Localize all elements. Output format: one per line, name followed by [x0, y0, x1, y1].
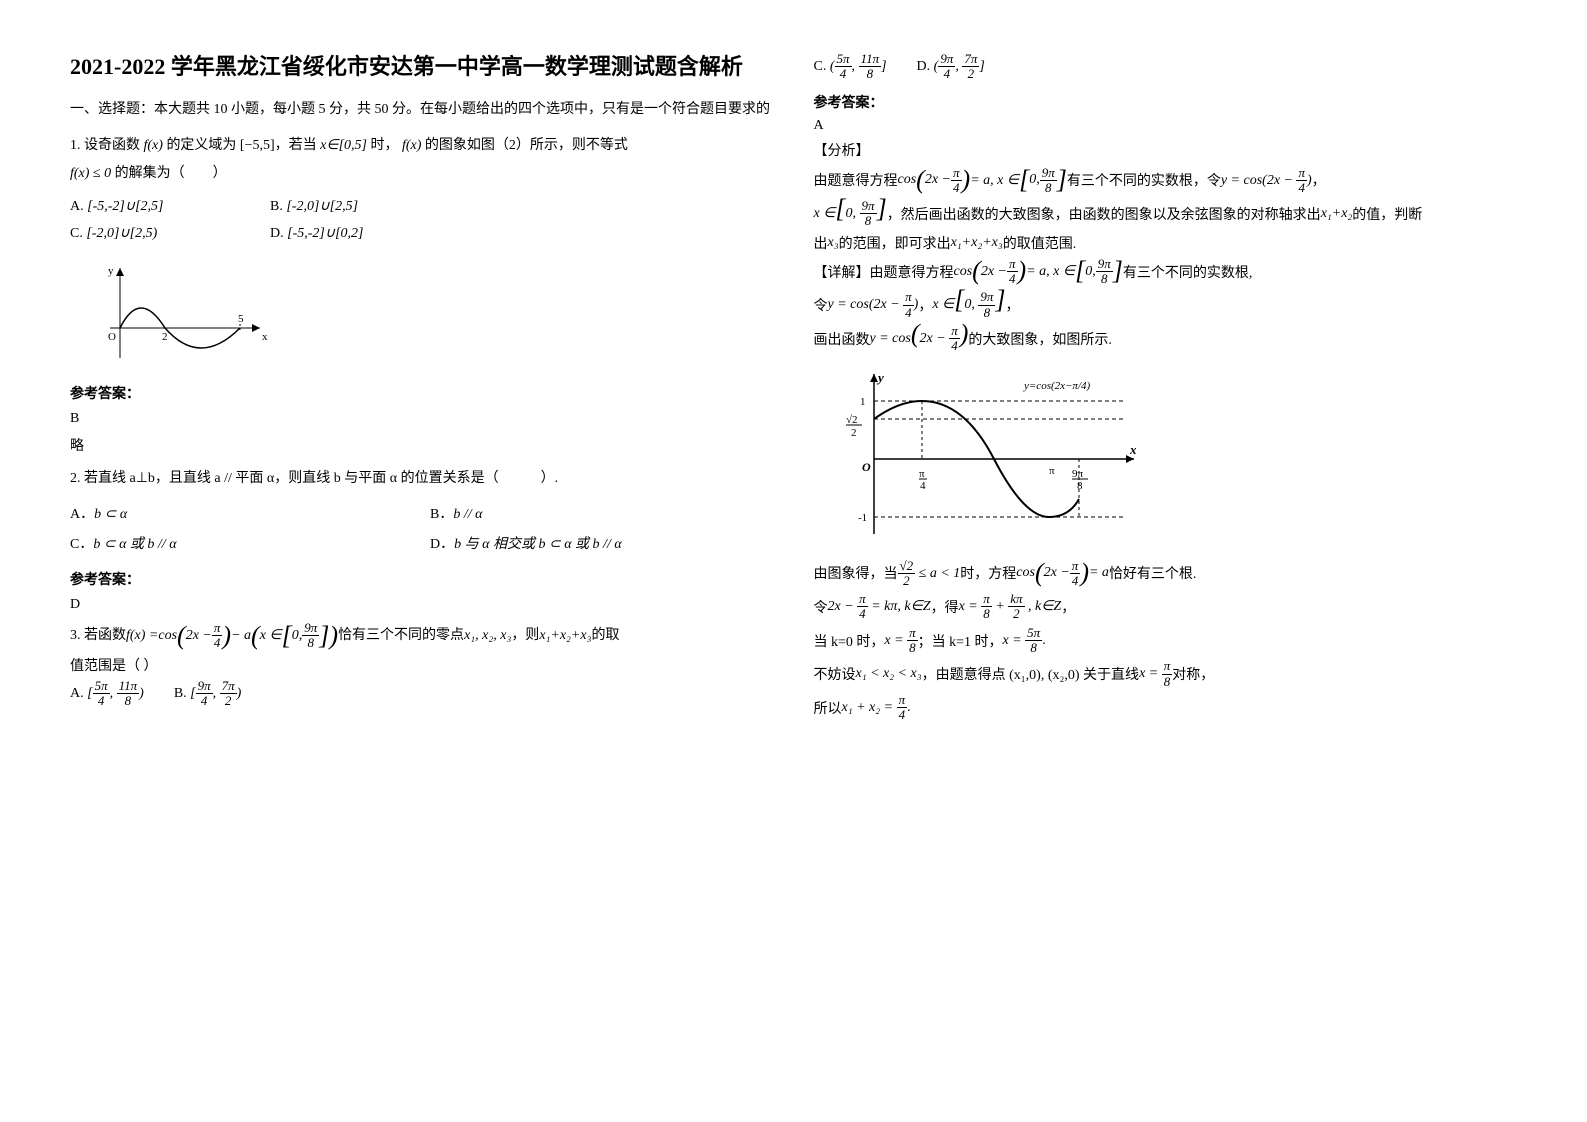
svg-text:2: 2 [851, 427, 857, 439]
q1-choices: A. [-5,-2]∪[2,5] B. [-2,0]∪[2,5] [70, 198, 774, 221]
q3-ana-xin: x ∈[0, 9π8] [814, 199, 887, 229]
q1-ineq: f(x) ≤ 0 [70, 166, 111, 181]
q1-choice-c: C. [-2,0]∪[2,5) [70, 225, 250, 242]
q1-stem-a: 1. 设奇函数 [70, 138, 144, 153]
svg-text:x: x [262, 331, 268, 343]
q3-choice-d: D. (9π4, 7π2] [917, 52, 985, 82]
q1-choice-a: A. [-5,-2]∪[2,5] [70, 198, 250, 215]
section-1-heading: 一、选择题：本大题共 10 小题，每小题 5 分，共 50 分。在每小题给出的四… [70, 97, 774, 122]
svg-text:9π: 9π [1072, 468, 1084, 480]
svg-text:y: y [108, 265, 114, 277]
q2-choice-a: A．b ⊂ α [70, 503, 410, 523]
q3-detail-line: 【详解】由题意得方程 cos(2x − π4) = a, x ∈ [0, 9π8… [814, 257, 1518, 287]
q3-cos-graph-svg: O y x 1 √2 2 -1 y=cos(2x−π/4) π [834, 364, 1154, 544]
q3-answer: A [814, 118, 1518, 134]
q3-stem-e: 值范围是（ ） [70, 655, 774, 675]
q3-choice-a: A. [5π4, 11π8) [70, 679, 144, 709]
q3-stem-a: 3. 若函数 [70, 622, 126, 650]
svg-text:-1: -1 [858, 512, 867, 524]
q2-answer: D [70, 597, 774, 613]
page: 2021-2022 学年黑龙江省绥化市安达第一中学高一数学理测试题含解析 一、选… [0, 0, 1587, 1122]
q1-fx-1: f(x) [144, 138, 163, 153]
q3-draw-y: y = cos(2x − π4) [870, 324, 969, 354]
svg-text:1: 1 [860, 396, 866, 408]
q1-answer: B [70, 411, 774, 427]
q3-choice-c: C. (5π4, 11π8] [814, 52, 887, 82]
q2-choice-b: B．b // α [430, 503, 610, 523]
left-column: 2021-2022 学年黑龙江省绥化市安达第一中学高一数学理测试题含解析 一、选… [50, 30, 794, 1092]
q1-answer-label: 参考答案： [70, 383, 774, 403]
q1-choice-b: B. [-2,0]∪[2,5] [270, 198, 450, 215]
q3-stem-d: 的取 [591, 622, 619, 650]
right-column: C. (5π4, 11π8] D. (9π4, 7π2] 参考答案： A 【分析… [794, 30, 1538, 1092]
q1-stem-d: 的图象如图（2）所示，则不等式 [425, 138, 628, 153]
q3-choices-cd: C. (5π4, 11π8] D. (9π4, 7π2] [814, 52, 1518, 82]
doc-title: 2021-2022 学年黑龙江省绥化市安达第一中学高一数学理测试题含解析 [70, 50, 774, 83]
q2-choice-d: D．b 与 α 相交或 b ⊂ α 或 b // α [430, 533, 622, 553]
q3-ana-ycos: y = cos(2x − π4) [1221, 166, 1312, 196]
q2-answer-label: 参考答案： [70, 569, 774, 589]
q3-fx-expr: f(x) = cos (2x − π4 ) − a (x ∈[0, 9π8 ]) [126, 621, 338, 651]
q1-graph-svg: O 2 5 x y [90, 258, 270, 368]
q3-answer-label: 参考答案： [814, 92, 1518, 112]
q3-ana-cos1: cos(2x − π4) = a, x ∈ [0, 9π8] [898, 166, 1067, 196]
svg-text:y: y [876, 370, 884, 385]
q2-choices-row1: A．b ⊂ α B．b // α [70, 503, 774, 529]
q3-fg-cos: cos(2x − π4) = a [1016, 559, 1109, 589]
q3-so-line: 所以 x₁ + x₂ = π4 . [814, 693, 1518, 723]
q3-choice-b: B. [9π4, 7π2) [174, 679, 242, 709]
q3-when-line: 当 k=0 时， x = π8 ；当 k=1 时， x = 5π8 . [814, 626, 1518, 656]
q3-sum: x₁+x₂+x₃ [539, 622, 591, 650]
q1-answer-note: 略 [70, 435, 774, 455]
svg-text:√2: √2 [846, 414, 858, 426]
question-2: 2. 若直线 a⊥b，且直线 a // 平面 α，则直线 b 与平面 α 的位置… [70, 465, 774, 493]
q3-let-y: y = cos(2x − π4) [828, 290, 919, 320]
svg-text:8: 8 [1077, 480, 1083, 492]
q3-zeros: x₁, x₂, x₃ [464, 622, 511, 650]
q3-draw-line: 画出函数 y = cos(2x − π4) 的大致图象，如图所示. [814, 324, 1518, 354]
q3-choices-ab: A. [5π4, 11π8) B. [9π4, 7π2) [70, 679, 774, 709]
q3-let2-line: 令 2x − π4 = kπ, k∈Z ，得 x = π8 + kπ2 , k∈… [814, 592, 1518, 622]
q3-ana-line1: 由题意得方程 cos(2x − π4) = a, x ∈ [0, 9π8] 有三… [814, 166, 1518, 196]
svg-text:π: π [919, 468, 925, 480]
svg-text:π: π [1049, 465, 1055, 477]
q3-stem-c: ，则 [511, 622, 539, 650]
q1-choices-2: C. [-2,0]∪[2,5) D. [-5,-2]∪[0,2] [70, 225, 774, 248]
q1-stem-c: 时， [370, 138, 398, 153]
q3-cos-graph: O y x 1 √2 2 -1 y=cos(2x−π/4) π [834, 364, 1518, 549]
svg-text:5: 5 [238, 313, 244, 325]
svg-text:y=cos(2x−π/4): y=cos(2x−π/4) [1023, 380, 1091, 392]
svg-text:4: 4 [920, 480, 926, 492]
svg-text:2: 2 [162, 331, 168, 343]
q3-let-line: 令 y = cos(2x − π4) ， x ∈[0, 9π8] ， [814, 290, 1518, 320]
q3-det-cos: cos(2x − π4) = a, x ∈ [0, 9π8] [954, 257, 1123, 287]
svg-text:O: O [108, 331, 116, 343]
q3-wlog-line: 不妨设 x₁ < x₂ < x₃ ，由题意得点 (x₁,0), (x₂,0) 关… [814, 659, 1518, 689]
svg-text:x: x [1129, 442, 1137, 457]
q1-graph: O 2 5 x y [90, 258, 774, 373]
q3-from-graph: 由图象得，当 √22 ≤ a < 1 时，方程 cos(2x − π4) = a… [814, 559, 1518, 589]
question-1: 1. 设奇函数 f(x) 的定义域为 [−5,5]，若当 x∈[0,5] 时， … [70, 132, 774, 188]
q3-let-xin: x ∈[0, 9π8] [932, 290, 1005, 320]
svg-text:O: O [862, 460, 871, 474]
q1-stem-b: 的定义域为 [−5,5]，若当 [166, 138, 320, 153]
q2-choice-c: C．b ⊂ α 或 b // α [70, 533, 410, 553]
q2-choices-row2: C．b ⊂ α 或 b // α D．b 与 α 相交或 b ⊂ α 或 b /… [70, 533, 774, 559]
q3-ana-line3: 出 x₃ 的范围，即可求出 x₁+x₂+x₃ 的取值范围. [814, 233, 1518, 253]
q3-analysis-label: 【分析】 [814, 140, 1518, 160]
q1-choice-d: D. [-5,-2]∪[0,2] [270, 225, 450, 242]
q1-domain: x∈[0,5] [320, 138, 367, 153]
q3-stem-b: 恰有三个不同的零点 [338, 622, 464, 650]
q1-stem-e: 的解集为（ ） [115, 166, 227, 181]
q1-fx-2: f(x) [402, 138, 421, 153]
q3-ana-line2: x ∈[0, 9π8] ，然后画出函数的大致图象，由函数的图象以及余弦图象的对称… [814, 199, 1518, 229]
question-3: 3. 若函数 f(x) = cos (2x − π4 ) − a (x ∈[0,… [70, 621, 774, 651]
